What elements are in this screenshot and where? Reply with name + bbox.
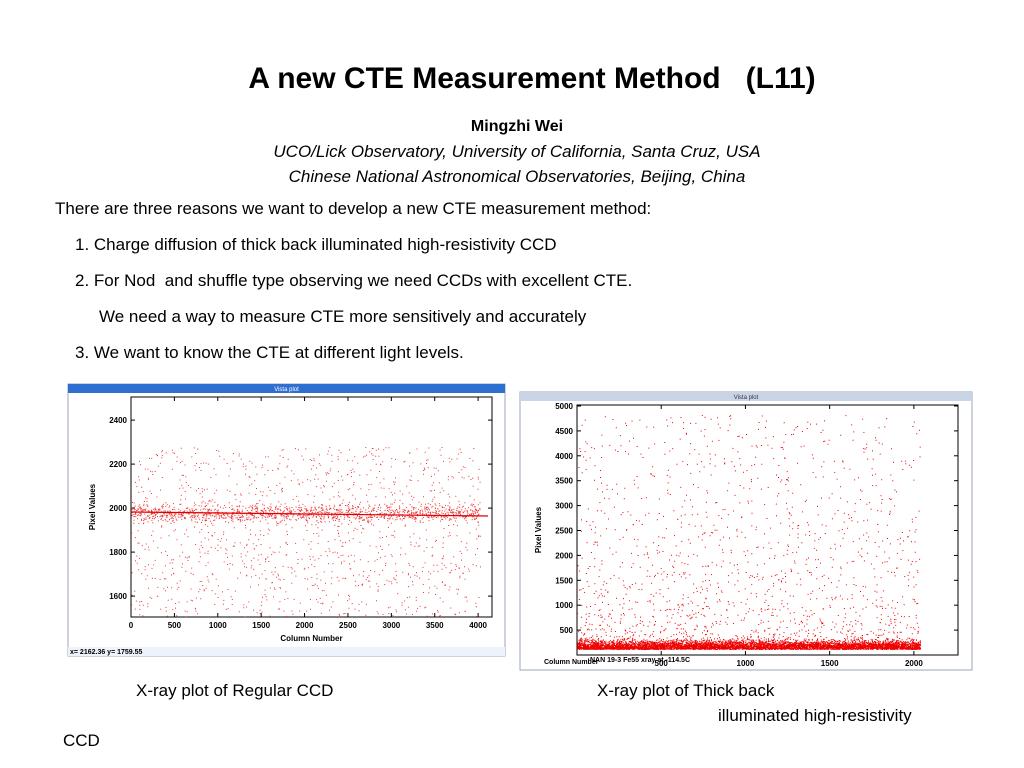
window-title: Vista plot xyxy=(274,387,299,393)
x-tick-label: 1000 xyxy=(209,621,227,630)
y-tick-label: 2400 xyxy=(109,416,127,425)
y-tick-label: 2200 xyxy=(109,460,127,469)
x-axis-label: Column Number xyxy=(280,634,342,643)
window-title: Vista plot xyxy=(734,395,759,401)
y-tick-label: 1500 xyxy=(555,576,573,585)
y-tick-label: 4000 xyxy=(555,452,573,461)
list-item: 1. Charge diffusion of thick back illumi… xyxy=(75,235,557,254)
y-axis-label: Pixel Values xyxy=(88,483,97,530)
affiliation: Chinese National Astronomical Observator… xyxy=(288,167,746,186)
y-tick-label: 5000 xyxy=(555,402,573,411)
caption: X-ray plot of Regular CCD xyxy=(136,681,334,700)
x-tick-label: 2000 xyxy=(296,621,314,630)
x-tick-label: 3000 xyxy=(382,621,400,630)
title-bar xyxy=(68,384,505,393)
x-tick-label: 500 xyxy=(168,621,182,630)
intro: There are three reasons we want to devel… xyxy=(55,199,652,218)
y-tick-label: 1600 xyxy=(109,592,127,601)
x-tick-label: 1500 xyxy=(252,621,270,630)
title: A new CTE Measurement Method (L11) xyxy=(248,62,816,95)
plot-area xyxy=(576,404,959,656)
y-tick-label: 3500 xyxy=(555,477,573,486)
affiliation: UCO/Lick Observatory, University of Cali… xyxy=(273,142,761,161)
list-item: We need a way to measure CTE more sensit… xyxy=(99,307,587,326)
y-tick-label: 4500 xyxy=(555,427,573,436)
caption: illuminated high-resistivity xyxy=(718,706,912,725)
y-tick-label: 3000 xyxy=(555,502,573,511)
y-tick-label: 2500 xyxy=(555,526,573,535)
x-tick-label: 2500 xyxy=(339,621,357,630)
status-bar xyxy=(68,647,505,656)
x-tick-label: 500 xyxy=(655,659,669,668)
fit-line xyxy=(130,511,489,517)
y-tick-label: 500 xyxy=(560,626,574,635)
y-tick-label: 2000 xyxy=(555,551,573,560)
x-tick-label: 1000 xyxy=(737,659,755,668)
y-axis-label: Pixel Values xyxy=(534,506,543,553)
y-tick-label: 1000 xyxy=(555,601,573,610)
x-tick-label: 3500 xyxy=(426,621,444,630)
list-item: 2. For Nod and shuffle type observing we… xyxy=(75,271,633,290)
y-tick-label: 2000 xyxy=(109,504,127,513)
author: Mingzhi Wei xyxy=(470,118,564,135)
x-axis-label: Column Number xyxy=(544,659,599,666)
caption: X-ray plot of Thick back xyxy=(597,681,775,700)
x-tick-label: 1500 xyxy=(821,659,839,668)
status: x= 2162.36 y= 1759.55 xyxy=(70,649,143,656)
caption: CCD xyxy=(63,731,100,750)
x-tick-label: 4000 xyxy=(469,621,487,630)
list-item: 3. We want to know the CTE at different … xyxy=(75,343,464,362)
x-tick-label: 2000 xyxy=(905,659,923,668)
y-tick-label: 1800 xyxy=(109,548,127,557)
x-tick-label: 0 xyxy=(129,621,134,630)
title-bar xyxy=(520,392,972,401)
note: NAN 19-3 Fe55 xray at -114.5C xyxy=(590,657,690,664)
